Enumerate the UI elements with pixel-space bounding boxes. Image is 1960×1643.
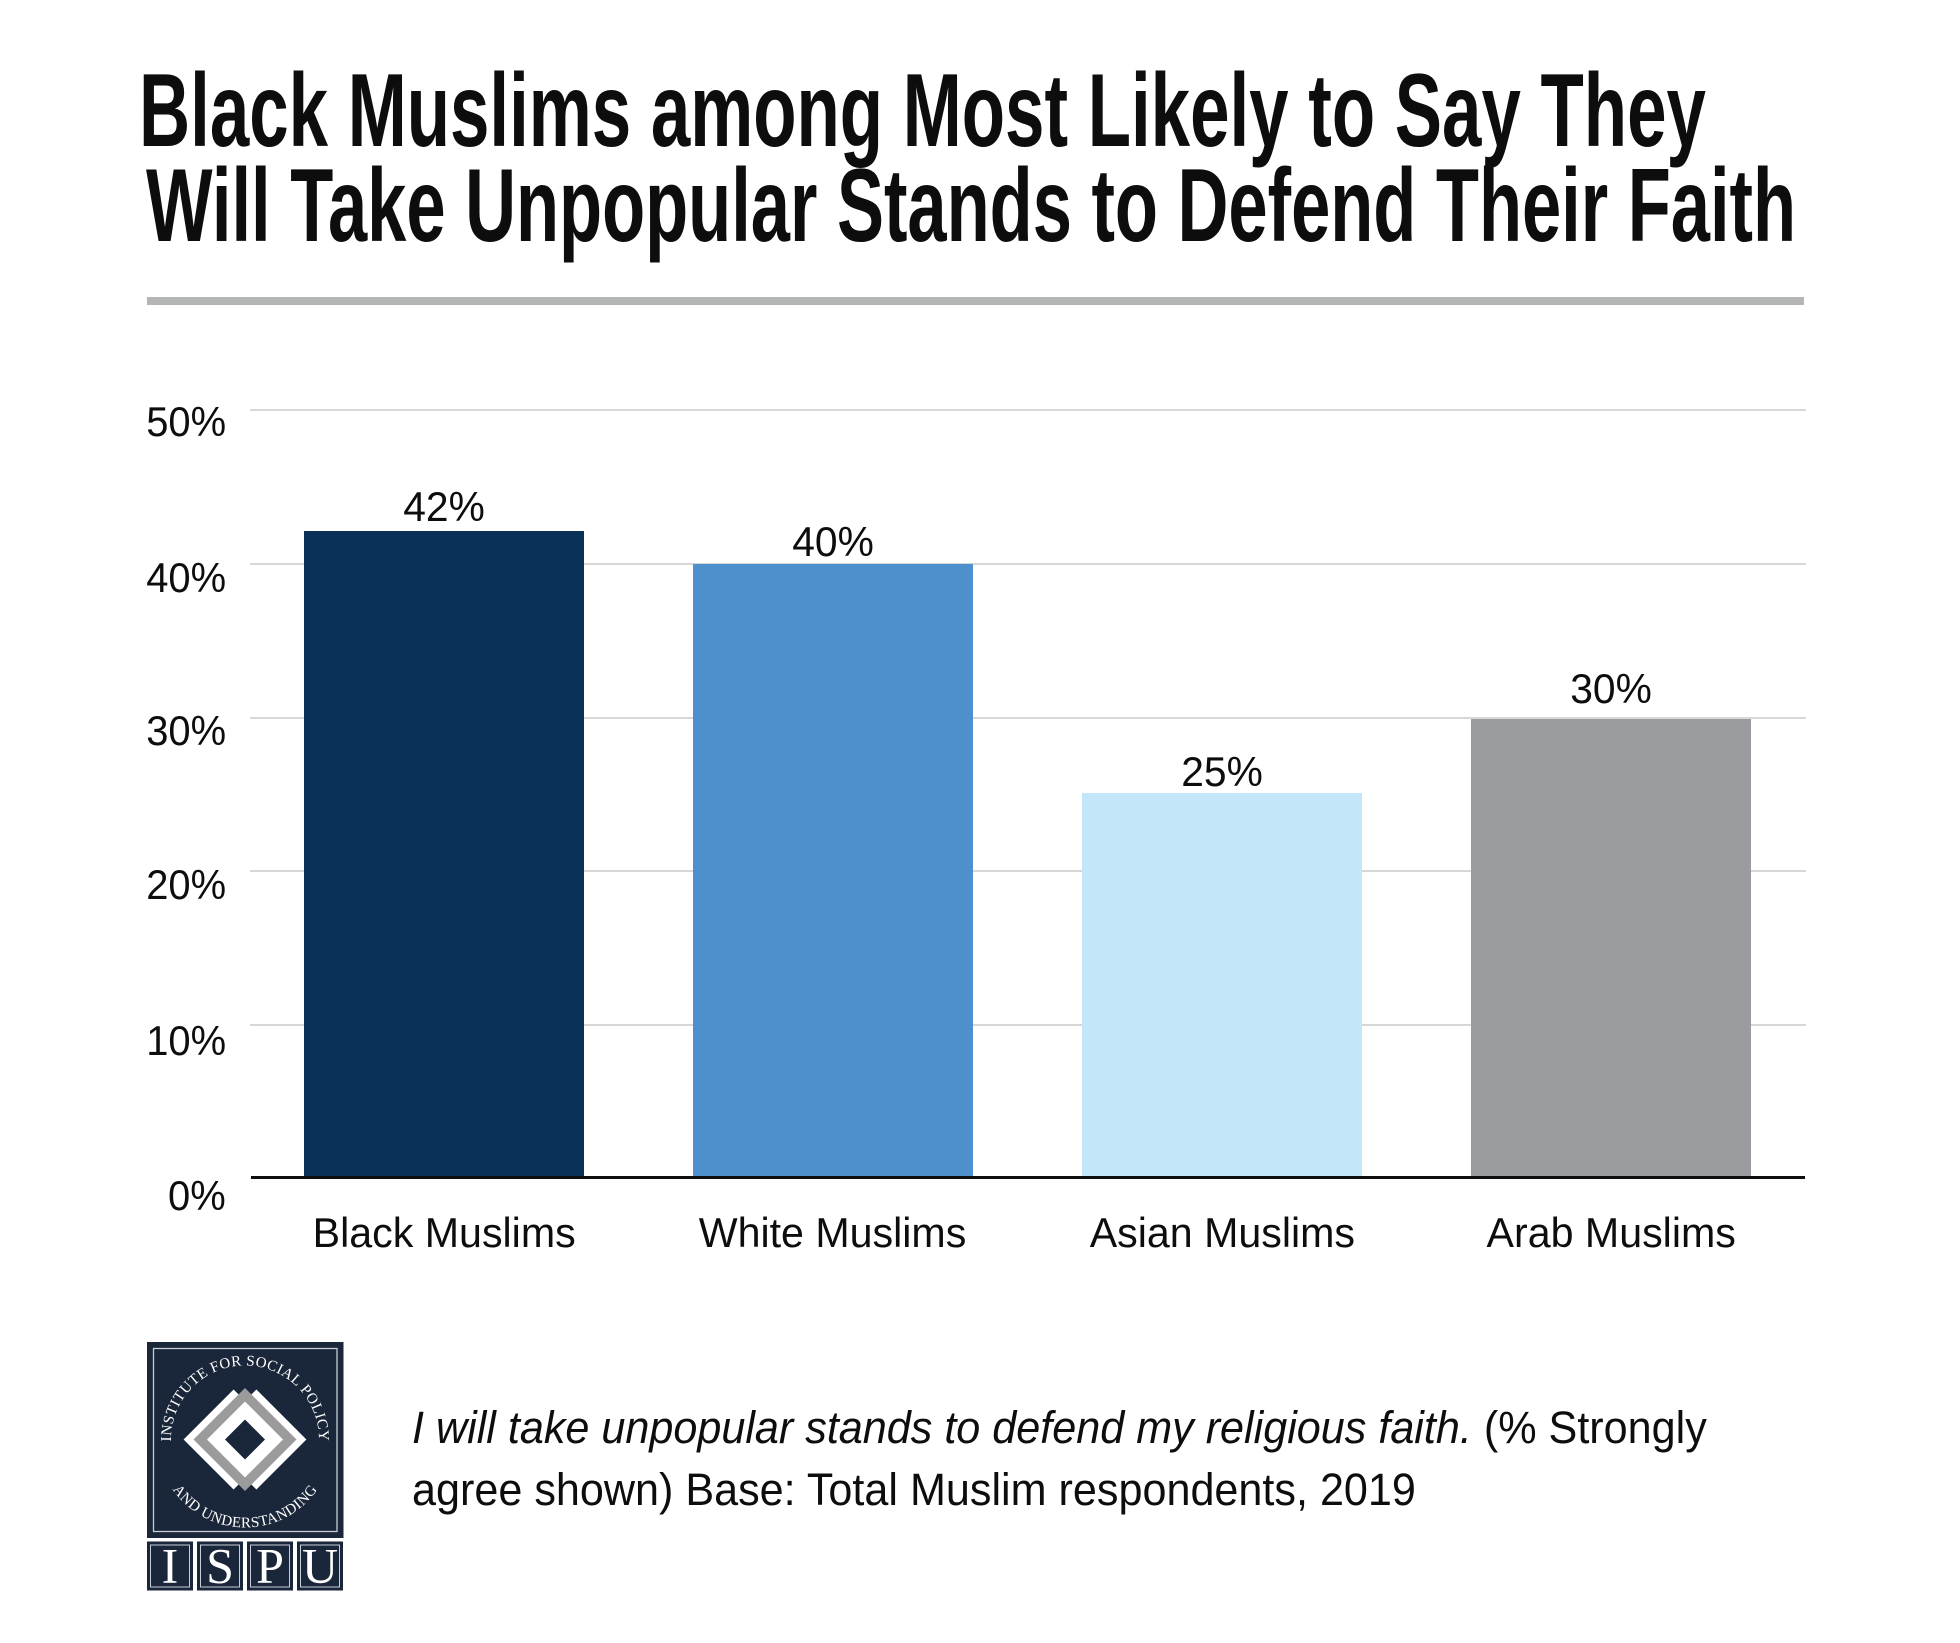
svg-text:U: U bbox=[302, 1538, 338, 1594]
svg-text:S: S bbox=[206, 1538, 234, 1594]
svg-text:P: P bbox=[256, 1538, 284, 1594]
svg-text:I: I bbox=[162, 1538, 179, 1594]
